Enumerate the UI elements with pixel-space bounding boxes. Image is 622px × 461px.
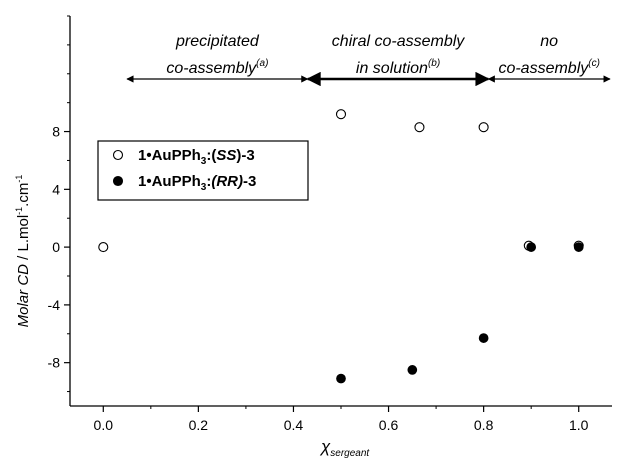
y-axis-title: Molar CD / L.mol-1.cm-1 [14,175,32,328]
axes: -8 -4 0 4 8 0.0 0.2 0.4 0.6 0.8 1.0 χsergeant Molar … [14,15,612,459]
legend: 1•AuPPh3:(SS)-3 1•AuPPh3:(RR)-3 [97,140,309,201]
x-tick-label: 0.0 [94,417,114,433]
legend-marker [112,149,124,161]
data-point-rr [478,333,489,343]
annotation-line2: co-assembly(a) [166,58,268,77]
annotation-line1: chiral co-assembly [332,33,465,50]
data-point-rr [526,242,537,252]
y-tick-label: -8 [48,355,61,371]
annotation-line1: no [540,33,558,50]
data-point-ss [335,109,347,120]
data-point-ss [414,122,425,133]
x-tick-label: 0.8 [474,417,494,433]
data-point-ss [478,122,489,133]
data-points [98,109,584,384]
x-tick-label: 0.4 [284,417,304,433]
annotation-line1: precipitated [175,33,260,50]
y-tick-label: 4 [52,181,60,197]
data-point-rr [573,242,584,252]
legend-marker [112,175,124,187]
annotation-line2: co-assembly(c) [498,58,599,77]
x-tick-label: 0.2 [189,417,209,433]
legend-label: 1•AuPPh3:(SS)-3 [138,147,255,167]
y-tick-label: 0 [52,239,60,255]
x-axis-title: χsergeant [319,437,370,459]
annotation-line2: in solution(b) [356,58,440,77]
legend-box [97,140,309,201]
x-tick-label: 1.0 [569,417,589,433]
data-point-ss [98,242,109,253]
data-point-rr [407,365,418,375]
data-point-rr [336,373,346,384]
legend-label: 1•AuPPh3:(RR)-3 [138,173,256,193]
annotation-group: precipitated co-assembly(a) chiral co-asse… [126,33,611,87]
x-tick-label: 0.6 [379,417,399,433]
y-tick-label: -4 [48,297,61,313]
y-tick-label: 8 [52,124,60,140]
